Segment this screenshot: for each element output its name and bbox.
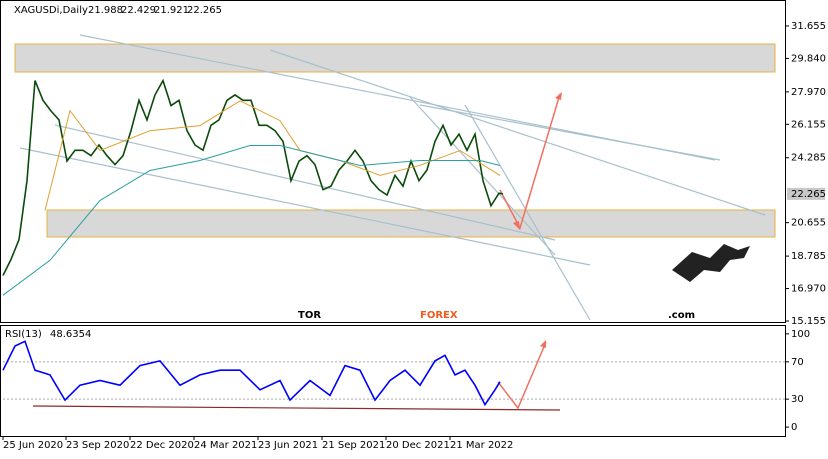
x-tick-label: 21 Mar 2022: [450, 440, 513, 451]
x-tick-label: 22 Dec 2020: [130, 440, 194, 451]
ohlc-value: 22.429: [121, 5, 156, 16]
chart-title: XAGUSDi,Daily: [14, 5, 88, 16]
y-tick-label: 26.155: [791, 119, 826, 130]
ohlc-value: 21.988: [88, 5, 123, 16]
rsi-title: RSI(13): [5, 329, 42, 340]
logo-com: .com: [668, 310, 695, 321]
x-tick-label: 23 Sep 2020: [66, 440, 129, 451]
y-tick-label: 15.155: [791, 316, 826, 327]
y-tick-label: 70: [791, 357, 804, 368]
x-tick-label: 21 Sep 2021: [322, 440, 385, 451]
y-tick-label: 20.655: [791, 218, 826, 229]
y-tick-label: 30: [791, 394, 804, 405]
support-zone: [46, 209, 776, 238]
y-tick-label: 16.970: [791, 284, 826, 295]
x-tick-label: 25 Jun 2020: [3, 440, 63, 451]
y-tick-label: 100: [791, 329, 810, 340]
y-tick-label: 18.785: [791, 251, 826, 262]
current-price-box: [787, 187, 825, 200]
y-tick-label: 24.285: [791, 153, 826, 164]
rsi-support-line: [32, 405, 561, 411]
y-tick-label: 29.840: [791, 53, 826, 64]
x-tick-label: 23 Jun 2021: [258, 440, 318, 451]
series-line: [44, 100, 501, 211]
forecast-arrows: [497, 93, 561, 410]
logo-forex: FOREX: [420, 310, 458, 321]
x-tick-label: 20 Dec 2021: [386, 440, 450, 451]
series-line: [2, 78, 504, 276]
price-panel-frame: [0, 0, 786, 323]
resistance-zone: [14, 43, 776, 73]
ohlc-value: 22.265: [187, 5, 222, 16]
trend-lines: [19, 34, 766, 321]
rsi-panel-frame: [0, 325, 786, 437]
y-tick-label: 31.655: [791, 21, 826, 32]
series-line: [2, 340, 501, 407]
series-line: [2, 145, 501, 296]
current-price-label: 22.265: [791, 189, 826, 200]
y-tick-label: 0: [791, 422, 797, 433]
rsi-last: 48.6354: [50, 329, 91, 340]
x-tick-label: 24 Mar 2021: [194, 440, 257, 451]
logo-tor: TOR: [298, 310, 321, 321]
y-tick-label: 27.970: [791, 87, 826, 98]
ohlc-value: 21.921: [154, 5, 189, 16]
logo-bull: [672, 244, 750, 282]
